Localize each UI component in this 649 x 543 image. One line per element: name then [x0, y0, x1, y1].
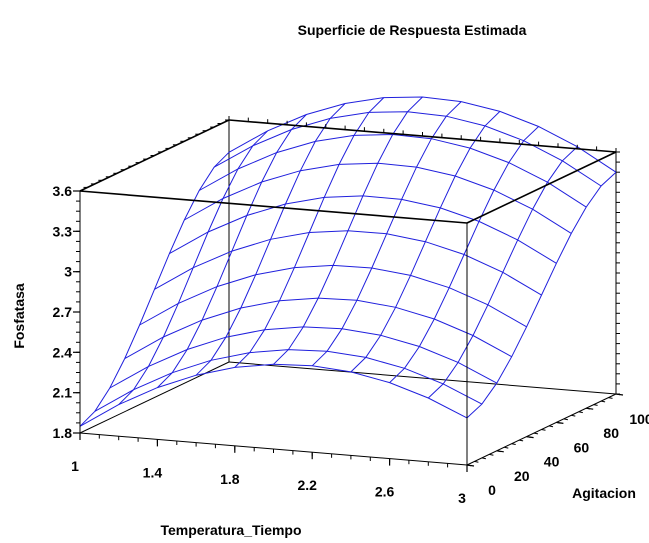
x-tick-label-1: 1.4	[143, 464, 163, 480]
surface-line-x-9	[427, 146, 578, 399]
z-tick-label-1: 2.1	[53, 385, 73, 401]
surface-line-x-6	[311, 101, 462, 367]
x-tick-label-5: 3	[458, 490, 466, 506]
surface-line-x-0	[79, 151, 230, 427]
box-edge-right-top-depth	[466, 151, 617, 224]
y-tick-label-5: 100	[629, 411, 649, 427]
x-tick-label-2: 1.8	[220, 471, 240, 487]
y-tick-label-3: 60	[574, 439, 590, 455]
y-minor-tick-10	[541, 429, 546, 431]
surface-line-x-1	[118, 130, 269, 405]
y-tick-mark-5	[615, 393, 624, 396]
x-tick-label-3: 2.2	[297, 477, 317, 493]
surface-line-x-10	[466, 171, 617, 419]
surface-line-y-4	[139, 264, 527, 328]
y-minor-tick-14	[571, 414, 576, 417]
y-tick-label-4: 80	[603, 425, 619, 441]
response-surface-mesh	[79, 96, 617, 427]
surface-line-x-8	[389, 126, 539, 383]
z-tick-label-5: 3.3	[53, 223, 73, 239]
chart-title: Superficie de Respuesta Estimada	[298, 22, 527, 38]
box-front-edges	[79, 119, 617, 466]
surface-line-x-2	[157, 114, 307, 388]
surface-line-x-4	[234, 97, 385, 368]
y-tick-mark-0	[466, 464, 475, 467]
surface-line-y-3	[124, 297, 512, 360]
y-minor-tick-11	[548, 425, 554, 428]
y-tick-mark-3	[556, 421, 564, 424]
box-back-edges	[79, 120, 617, 434]
y-minor-tick-17	[593, 404, 598, 406]
y-tick-label-0: 0	[488, 482, 496, 498]
y-minor-tick-18	[601, 400, 606, 403]
surface-line-x-3	[195, 103, 346, 376]
z-tick-label-4: 3	[64, 264, 72, 280]
surface-line-y-1	[94, 349, 483, 412]
x-axis-label: Temperatura_Tiempo	[160, 522, 301, 538]
y-minor-tick-15	[578, 411, 583, 414]
y-minor-tick-2	[481, 457, 486, 460]
box-edge-back-bottom	[228, 361, 617, 395]
y-minor-tick-5	[504, 446, 509, 449]
surface-line-y-7	[184, 162, 572, 234]
y-minor-tick-9	[533, 432, 539, 435]
y-tick-label-2: 40	[544, 454, 560, 470]
y-minor-tick-19	[608, 397, 613, 399]
z-tick-label-3: 2.7	[53, 304, 73, 320]
z-tick-label-0: 1.8	[53, 425, 73, 441]
z-axis-label: Fosfatasa	[11, 283, 27, 349]
y-minor-tick-1	[474, 460, 479, 463]
y-axis-label: Agitacion	[572, 485, 636, 501]
box-edge-front-top	[79, 190, 468, 224]
x-tick-label-0: 1	[71, 458, 79, 474]
y-minor-tick-3	[489, 453, 494, 456]
surface-line-y-0	[79, 363, 468, 427]
surface-line-y-5	[154, 230, 542, 296]
z-tick-label-6: 3.6	[53, 183, 73, 199]
axis-ticks: 1 1.4 1.8 2.2 2.6 3 0 20 40 60 80 100 1.8 2.1 2.4 2.7 3 3…	[53, 116, 649, 506]
y-minor-tick-13	[563, 418, 568, 421]
x-tick-label-4: 2.6	[375, 484, 395, 500]
y-tick-label-1: 20	[514, 468, 530, 484]
y-tick-mark-1	[496, 450, 504, 453]
surface-line-y-2	[109, 326, 498, 389]
z-tick-label-2: 2.4	[53, 344, 73, 360]
y-minor-tick-7	[519, 439, 524, 442]
y-tick-mark-2	[526, 436, 534, 439]
y-minor-tick-6	[511, 443, 516, 445]
y-tick-mark-4	[586, 407, 594, 410]
surface-line-x-5	[273, 96, 423, 365]
